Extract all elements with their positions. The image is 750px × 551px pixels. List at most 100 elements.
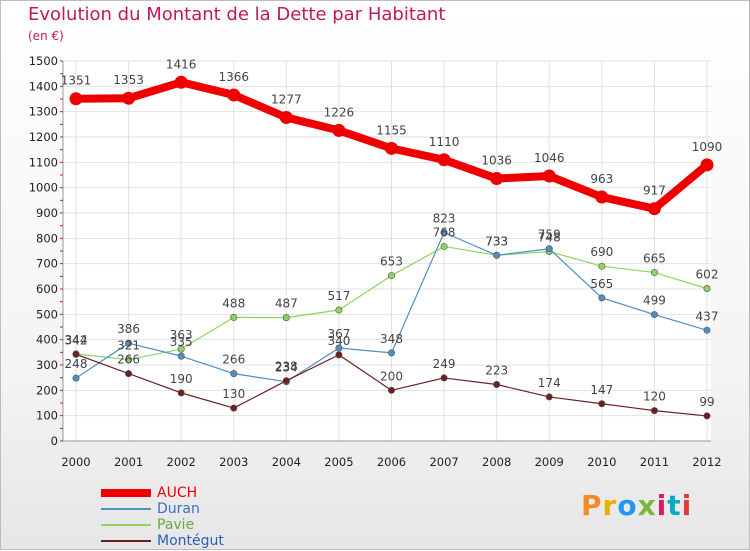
data-point	[69, 92, 83, 106]
data-label: 386	[117, 322, 140, 336]
plot-area	[63, 61, 711, 441]
y-tick-label: 1200	[29, 130, 58, 144]
data-point	[335, 351, 343, 359]
data-point	[542, 169, 556, 183]
legend-swatch	[101, 489, 151, 497]
logo-letter: r	[602, 489, 618, 522]
data-label: 130	[222, 387, 245, 401]
data-point	[282, 377, 290, 385]
data-point	[703, 284, 711, 292]
data-point	[332, 123, 346, 137]
data-point	[72, 350, 80, 358]
data-label: 248	[65, 357, 88, 371]
data-label: 665	[643, 252, 666, 266]
data-point	[230, 370, 238, 378]
proxiti-logo: Proxiti	[581, 489, 692, 522]
data-label: 1277	[271, 92, 302, 106]
data-point	[545, 393, 553, 401]
data-point	[279, 110, 293, 124]
y-tick-label: 500	[36, 307, 58, 321]
x-tick-label: 2011	[640, 455, 669, 469]
data-point	[72, 374, 80, 382]
data-point	[385, 141, 398, 155]
data-label: 488	[222, 296, 245, 310]
y-tick-label: 900	[36, 206, 58, 220]
chart-subtitle: (en €)	[28, 29, 64, 43]
chart-title: Evolution du Montant de la Dette par Hab…	[28, 4, 446, 25]
data-point	[493, 251, 501, 259]
x-tick-label: 2006	[377, 455, 406, 469]
data-point	[125, 370, 133, 378]
y-tick-label: 200	[36, 383, 58, 397]
data-point	[650, 311, 658, 319]
y-tick-label: 1000	[29, 181, 58, 195]
legend-label: Montégut	[157, 533, 224, 549]
legend-item: Montégut	[101, 533, 261, 549]
legend-item: AUCH	[101, 485, 261, 501]
data-point	[227, 88, 241, 102]
data-label: 653	[380, 255, 403, 269]
x-tick-label: 2010	[587, 455, 616, 469]
data-point	[230, 404, 238, 412]
data-label: 340	[327, 334, 350, 348]
data-point	[545, 245, 553, 253]
data-label: 321	[117, 339, 140, 353]
data-point	[703, 326, 711, 334]
data-label: 348	[380, 332, 403, 346]
data-point	[282, 314, 290, 322]
y-tick-label: 1400	[29, 79, 58, 93]
data-label: 234	[275, 361, 298, 375]
data-label: 823	[433, 212, 456, 226]
y-tick-label: 100	[36, 409, 58, 423]
data-label: 266	[222, 353, 245, 367]
data-label: 147	[590, 383, 613, 397]
data-point	[700, 158, 714, 172]
data-point	[703, 412, 711, 420]
data-point	[440, 374, 448, 382]
data-point	[595, 190, 609, 204]
data-label: 1155	[376, 123, 407, 137]
data-label: 963	[590, 172, 613, 186]
legend-label: AUCH	[157, 485, 198, 501]
data-label: 1366	[218, 70, 249, 84]
y-tick-label: 700	[36, 257, 58, 271]
logo-letter: x	[637, 489, 657, 522]
legend-item: Duran	[101, 501, 261, 517]
data-label: 499	[643, 294, 666, 308]
data-point	[387, 386, 395, 394]
legend-swatch	[101, 508, 151, 510]
x-tick-label: 2009	[535, 455, 564, 469]
y-tick-label: 800	[36, 231, 58, 245]
x-tick-label: 2005	[324, 455, 353, 469]
data-label: 174	[538, 376, 561, 390]
y-tick-label: 0	[51, 434, 58, 448]
data-label: 1110	[429, 135, 460, 149]
legend-label: Duran	[157, 501, 200, 517]
data-point	[177, 352, 185, 360]
data-label: 437	[696, 309, 719, 323]
data-label: 517	[327, 289, 350, 303]
data-point	[598, 262, 606, 270]
data-label: 759	[538, 228, 561, 242]
data-point	[387, 272, 395, 280]
y-tick-label: 600	[36, 282, 58, 296]
logo-letter: o	[617, 489, 638, 522]
data-label: 690	[590, 245, 613, 259]
data-label: 1090	[692, 140, 723, 154]
data-label: 565	[590, 277, 613, 291]
logo-letter: t	[667, 489, 682, 522]
data-point	[440, 242, 448, 250]
x-tick-label: 2003	[219, 455, 248, 469]
y-tick-label: 400	[36, 333, 58, 347]
data-point	[647, 202, 661, 216]
data-label: 1351	[61, 74, 92, 88]
data-label: 99	[699, 395, 714, 409]
x-tick-label: 2002	[167, 455, 196, 469]
data-label: 1036	[481, 154, 512, 168]
data-label: 733	[485, 234, 508, 248]
data-label: 344	[65, 333, 88, 347]
legend-item: Pavie	[101, 517, 261, 533]
logo-letter: i	[681, 489, 693, 522]
data-label: 335	[170, 335, 193, 349]
